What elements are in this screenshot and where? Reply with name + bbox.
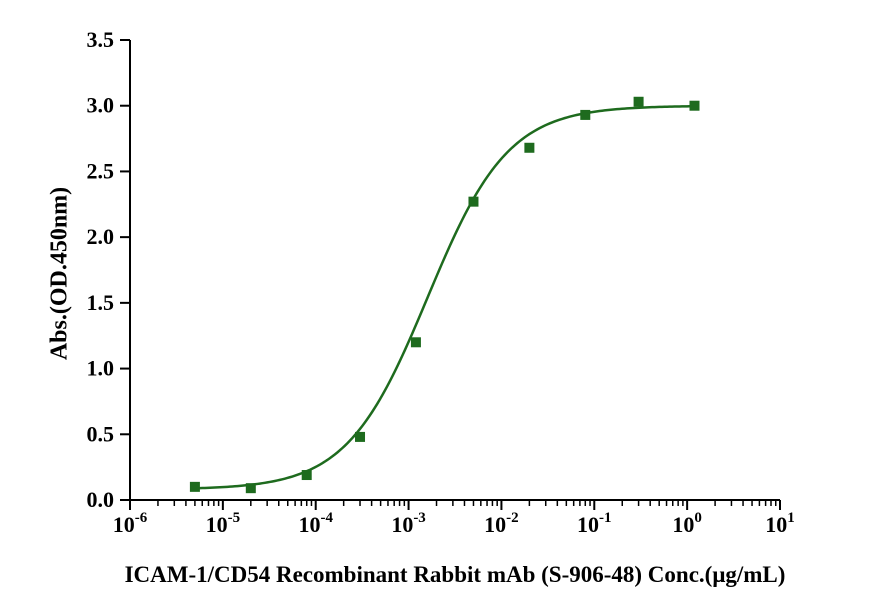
- x-tick-label: 10-1: [577, 510, 612, 537]
- data-point-marker: [634, 97, 643, 106]
- y-tick-label: 1.5: [87, 290, 115, 315]
- data-point-marker: [581, 110, 590, 119]
- y-tick-label: 0.5: [87, 421, 115, 446]
- y-tick-label: 3.5: [87, 27, 115, 52]
- y-tick-label: 2.5: [87, 158, 115, 183]
- data-point-marker: [302, 471, 311, 480]
- x-axis-title: ICAM-1/CD54 Recombinant Rabbit mAb (S-90…: [100, 562, 810, 588]
- x-tick-label: 100: [672, 510, 702, 537]
- plot-area: 0.00.51.01.52.02.53.03.510-610-510-410-3…: [130, 40, 780, 500]
- data-point-marker: [190, 482, 199, 491]
- data-point-marker: [690, 101, 699, 110]
- y-tick-label: 0.0: [87, 487, 115, 512]
- x-tick-label: 101: [765, 510, 795, 537]
- data-point-marker: [411, 338, 420, 347]
- data-point-marker: [469, 197, 478, 206]
- chart-container: 0.0 0.5 1.0 1.5 2.0 2.5 3.0 3.5 10-6 10-5 10-4 10-3…: [0, 0, 875, 612]
- y-tick-label: 3.0: [87, 93, 115, 118]
- data-point-marker: [356, 432, 365, 441]
- y-axis-title: Abs.(OD.450nm): [47, 174, 74, 374]
- y-tick-label: 1.0: [87, 356, 115, 381]
- data-point-marker: [525, 143, 534, 152]
- x-tick-label: 10-2: [484, 510, 519, 537]
- data-point-marker: [246, 484, 255, 493]
- x-tick-label: 10-4: [298, 510, 333, 537]
- plot-svg: 0.00.51.01.52.02.53.03.510-610-510-410-3…: [130, 40, 780, 560]
- y-tick-label: 2.0: [87, 224, 115, 249]
- x-tick-label: 10-5: [206, 510, 241, 537]
- x-tick-label: 10-6: [113, 510, 148, 537]
- x-tick-label: 10-3: [391, 510, 426, 537]
- fit-curve: [195, 106, 695, 488]
